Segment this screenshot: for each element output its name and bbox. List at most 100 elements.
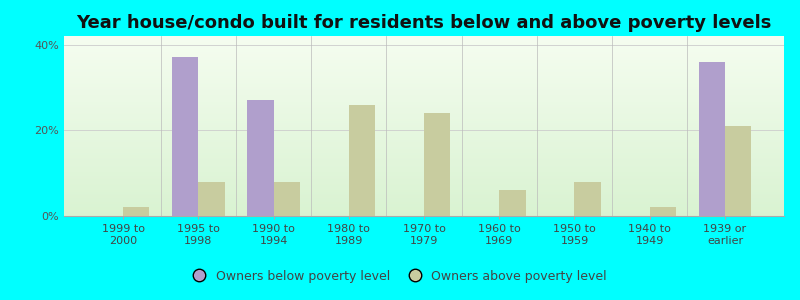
Bar [64, 187, 784, 188]
Bar [64, 147, 784, 148]
Bar [64, 161, 784, 162]
Bar [64, 184, 784, 185]
Bar [64, 73, 784, 74]
Bar [64, 101, 784, 102]
Bar [64, 212, 784, 213]
Bar [64, 194, 784, 195]
Bar [64, 74, 784, 75]
Bar [64, 203, 784, 204]
Bar [64, 102, 784, 103]
Bar [64, 159, 784, 160]
Bar [64, 55, 784, 56]
Bar [64, 71, 784, 72]
Bar [64, 138, 784, 139]
Bar [64, 140, 784, 141]
Bar [64, 77, 784, 78]
Bar [698, 62, 725, 216]
Bar [64, 65, 784, 66]
Bar [64, 144, 784, 145]
Bar [64, 178, 784, 179]
Bar [64, 107, 784, 108]
Bar [64, 112, 784, 113]
Bar [64, 98, 784, 99]
Bar [198, 182, 225, 216]
Bar [64, 117, 784, 118]
Bar [64, 118, 784, 119]
Bar [64, 122, 784, 123]
Bar [64, 135, 784, 136]
Bar [64, 207, 784, 208]
Bar [64, 206, 784, 207]
Bar [64, 42, 784, 43]
Bar [64, 123, 784, 124]
Bar [64, 44, 784, 45]
Bar [64, 116, 784, 117]
Bar [64, 176, 784, 177]
Bar [64, 170, 784, 171]
Bar [64, 36, 784, 37]
Bar [64, 39, 784, 40]
Bar [64, 127, 784, 128]
Bar [64, 95, 784, 96]
Bar [64, 169, 784, 170]
Bar [64, 160, 784, 161]
Bar [64, 181, 784, 182]
Bar [64, 165, 784, 166]
Bar [424, 113, 450, 216]
Bar [64, 89, 784, 90]
Bar [64, 93, 784, 94]
Bar [574, 182, 601, 216]
Bar [64, 97, 784, 98]
Bar [64, 164, 784, 165]
Bar [64, 38, 784, 39]
Bar [64, 88, 784, 89]
Bar [64, 106, 784, 107]
Bar [64, 139, 784, 140]
Bar [64, 105, 784, 106]
Bar [64, 134, 784, 135]
Bar [64, 173, 784, 174]
Bar [64, 166, 784, 167]
Bar [64, 76, 784, 77]
Bar [64, 188, 784, 189]
Bar [64, 48, 784, 49]
Bar [64, 49, 784, 50]
Bar [64, 113, 784, 114]
Bar [64, 68, 784, 69]
Bar [64, 128, 784, 129]
Bar [64, 154, 784, 155]
Bar [64, 152, 784, 153]
Bar [64, 115, 784, 116]
Bar [64, 168, 784, 169]
Bar [64, 81, 784, 82]
Bar [64, 63, 784, 64]
Bar [64, 133, 784, 134]
Bar [64, 54, 784, 55]
Bar [64, 43, 784, 44]
Bar [64, 85, 784, 86]
Bar [64, 124, 784, 125]
Bar [64, 182, 784, 183]
Bar [64, 130, 784, 131]
Bar [64, 195, 784, 196]
Bar [64, 59, 784, 60]
Bar [64, 179, 784, 180]
Bar [64, 132, 784, 133]
Bar [64, 141, 784, 142]
Bar [64, 108, 784, 109]
Bar [64, 158, 784, 159]
Bar [64, 66, 784, 67]
Bar [64, 109, 784, 110]
Bar [64, 209, 784, 210]
Bar [64, 67, 784, 68]
Bar [64, 151, 784, 152]
Bar [64, 201, 784, 202]
Bar [123, 207, 150, 216]
Bar [64, 196, 784, 197]
Bar [64, 80, 784, 81]
Bar [64, 62, 784, 63]
Bar [64, 163, 784, 164]
Bar [64, 110, 784, 111]
Bar [64, 52, 784, 53]
Bar [64, 157, 784, 158]
